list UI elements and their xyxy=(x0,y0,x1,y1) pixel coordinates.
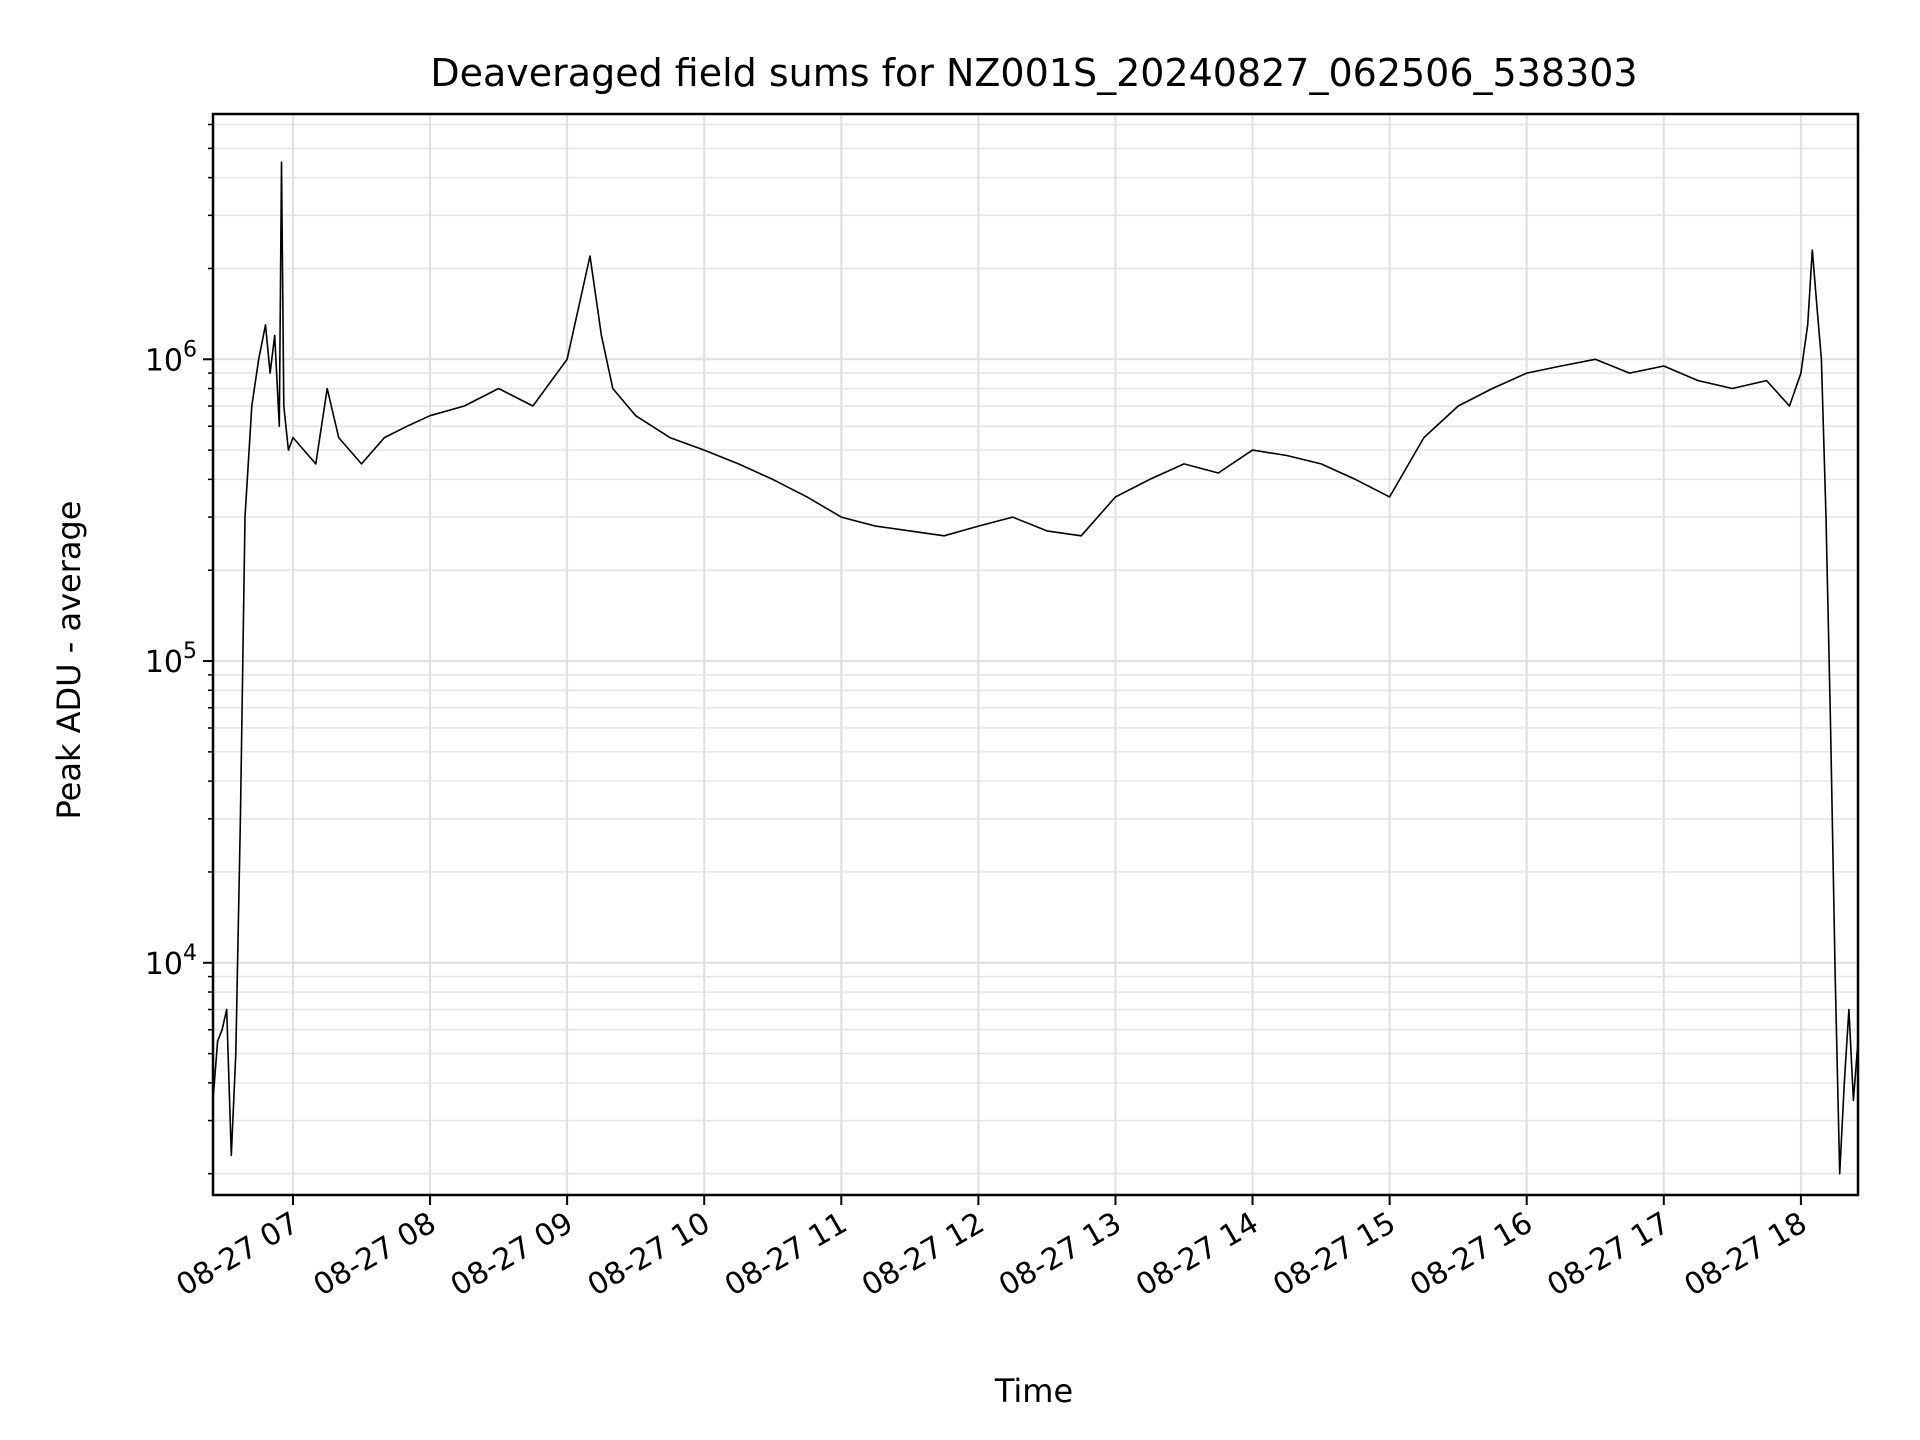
series-line xyxy=(212,161,1859,1175)
plot-frame xyxy=(211,112,1860,1197)
y-axis-ticks: 104 105 106 xyxy=(145,123,213,1175)
chart-title: Deaveraged field sums for NZ001S_2024082… xyxy=(430,51,1637,95)
y-tick-label: 104 xyxy=(145,941,197,982)
major-gridlines xyxy=(213,114,1858,1195)
series-line-group xyxy=(212,161,1859,1175)
minor-gridlines xyxy=(213,123,1858,1175)
y-tick-label: 105 xyxy=(145,639,197,680)
x-axis-label: Time xyxy=(994,1372,1073,1410)
y-tick-label: 106 xyxy=(145,337,197,378)
y-axis-label: Peak ADU - average xyxy=(50,501,88,820)
